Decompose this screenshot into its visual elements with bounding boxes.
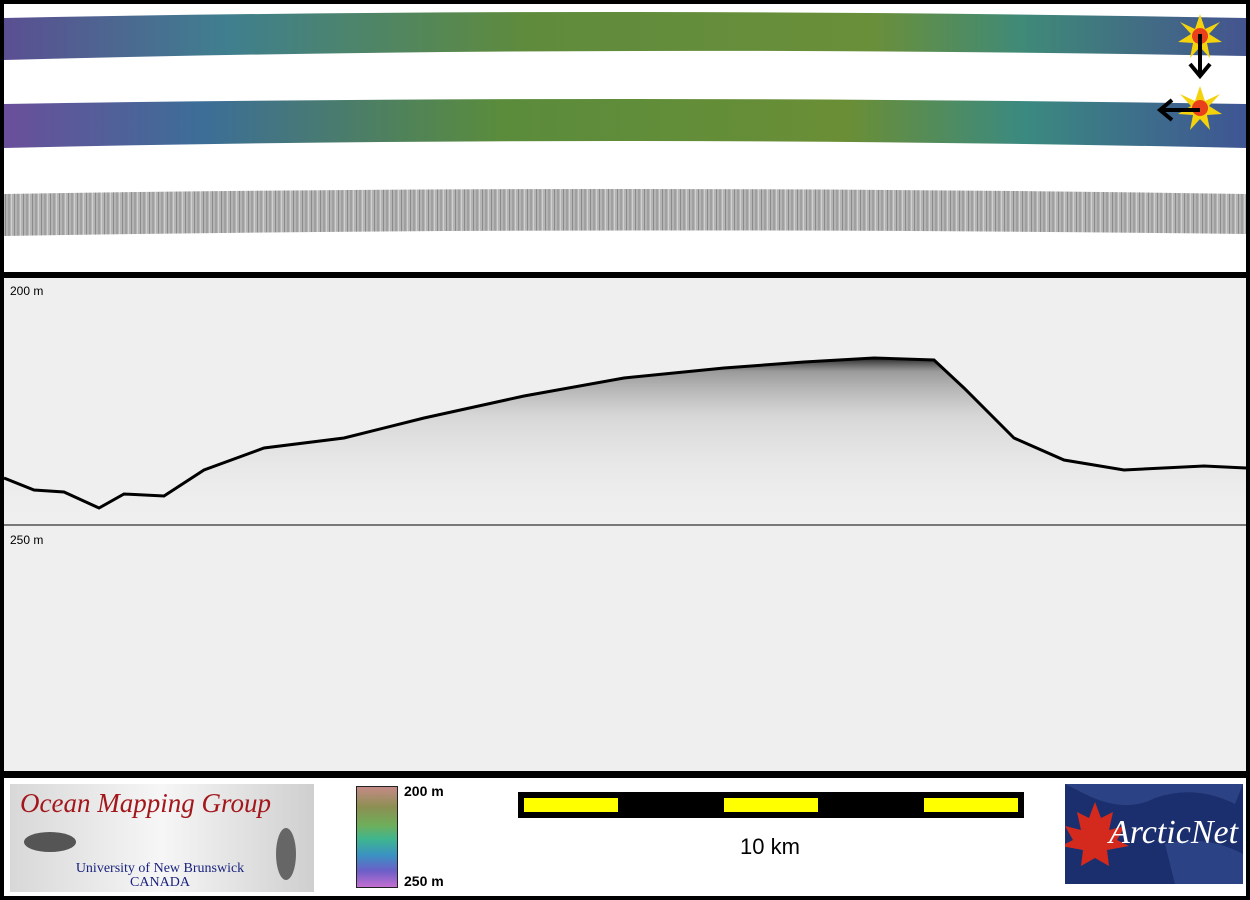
backscatter-swath (4, 189, 1246, 236)
vessel-icon (24, 832, 76, 852)
scale-bar-segment (524, 798, 618, 812)
scale-label: 10 km (740, 834, 800, 859)
swath-panel (4, 4, 1246, 272)
arrow-down-icon (1188, 34, 1212, 80)
ocean-mapping-group-logo: Ocean Mapping Group University of New Br… (10, 784, 314, 892)
colorbar-bottom-label: 250 m (404, 873, 444, 889)
depth-label-top: 200 m (10, 284, 44, 298)
arcticnet-map-background (1065, 784, 1243, 884)
scale-bar (518, 792, 1024, 818)
arrow-left-icon (1156, 98, 1200, 122)
omg-subtitle-2: CANADA (130, 875, 190, 890)
scale-bar-segment (924, 798, 1018, 812)
colorbar-top-label: 200 m (404, 783, 444, 799)
arcticnet-logo: ArcticNet (1065, 784, 1243, 884)
bathymetry-swath-1 (4, 12, 1246, 60)
bathymetry-swath-2 (4, 99, 1246, 148)
vessel-icon (276, 828, 296, 880)
footer-legend: Ocean Mapping Group University of New Br… (4, 778, 1246, 896)
seafloor-return (4, 358, 1246, 525)
scale-bar-segment (724, 798, 818, 812)
swath-imagery (4, 12, 1246, 236)
omg-background-image (10, 784, 314, 892)
omg-subtitle-1: University of New Brunswick (75, 861, 245, 876)
depth-label-mid: 250 m (10, 533, 44, 547)
seafloor-line (4, 356, 1246, 510)
depth-colorbar (356, 786, 398, 888)
arcticnet-text: ArcticNet (1109, 814, 1239, 851)
echogram-panel: 200 m 250 m (4, 278, 1246, 771)
omg-title: Ocean Mapping Group (20, 788, 271, 818)
maple-leaf-icon (1065, 802, 1129, 866)
echogram-image (4, 356, 1246, 526)
